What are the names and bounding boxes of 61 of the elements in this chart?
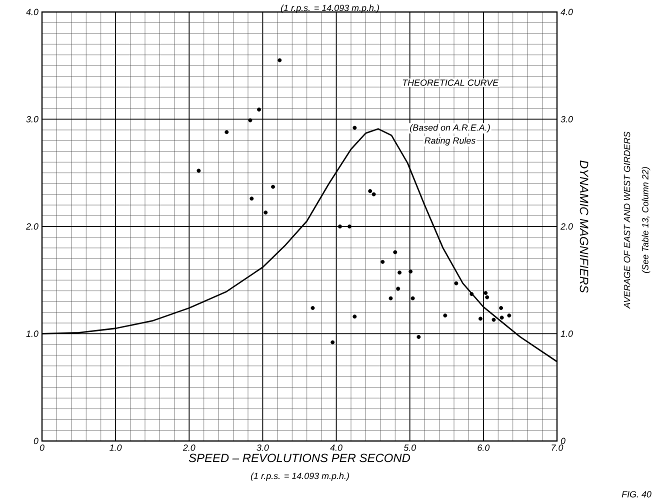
point: [338, 224, 342, 228]
x-tick-label: 1.0: [110, 444, 122, 451]
point: [380, 260, 385, 264]
x-tick-label: 5.0: [404, 444, 416, 451]
x-tick-label: 6.0: [478, 444, 490, 451]
point: [470, 292, 474, 296]
point: [310, 306, 315, 310]
point: [492, 318, 496, 322]
x-tick-label: 2.0: [182, 444, 196, 451]
point: [443, 314, 448, 318]
point: [398, 270, 402, 275]
y-tick-label: 4.0: [26, 8, 38, 16]
text: THEORETICAL CURVE: [402, 80, 499, 86]
point: [348, 224, 352, 228]
y-tick-label: 0: [34, 438, 38, 444]
point: [499, 306, 504, 310]
point: [410, 296, 415, 300]
y-tick-label: 3.0: [26, 116, 38, 122]
point: [393, 250, 398, 254]
y2-axis-title: DYNAMIC MAGNIFIERS: [580, 160, 588, 293]
point: [257, 108, 262, 112]
annotation: (Based on A.R.E.A.): [410, 124, 490, 133]
point: [278, 58, 282, 62]
point: [330, 340, 335, 344]
y2-tick-label: 4.0: [560, 8, 573, 16]
y-tick-label: 1.0: [26, 330, 38, 337]
x-tick-label: 3.0: [256, 444, 269, 451]
point: [485, 295, 490, 300]
point: [408, 270, 413, 274]
point: [396, 286, 400, 291]
x-axis-title: SPEED – REVOLUTIONS PER SECOND: [188, 454, 410, 462]
y2-tick-label: 2.0: [560, 223, 573, 230]
point: [507, 314, 512, 318]
annotation: Rating Rules: [424, 137, 476, 146]
point: [416, 334, 421, 339]
y2-tick-label: 3.0: [560, 116, 573, 122]
x-tick-label: 0: [40, 444, 44, 451]
point: [352, 126, 357, 130]
y2-tick-label: 1.0: [560, 330, 573, 337]
point: [368, 189, 372, 194]
point: [250, 196, 254, 201]
text: (1 r.p.s. = 14.093 m.p.h.): [250, 472, 349, 481]
text: AVERAGE OF EAST AND WEST GIRDERS: [624, 132, 630, 309]
y-tick-label: 2.0: [26, 223, 38, 230]
caption: FIG. 40: [622, 491, 652, 498]
point: [264, 210, 268, 215]
point: [454, 281, 458, 286]
point: [224, 130, 229, 134]
point: [484, 290, 488, 295]
x-tick-label: 7.0: [552, 444, 564, 451]
x-tick-label: 4.0: [330, 444, 342, 451]
point: [271, 184, 276, 189]
point: [372, 192, 376, 196]
point: [478, 316, 482, 321]
point: [248, 118, 252, 122]
y2-tick-label: 0: [560, 438, 566, 444]
text: (See Table 13, Column 22): [642, 167, 650, 273]
point: [352, 314, 357, 319]
point: [388, 296, 393, 300]
point: [500, 316, 504, 320]
point: [196, 168, 201, 173]
